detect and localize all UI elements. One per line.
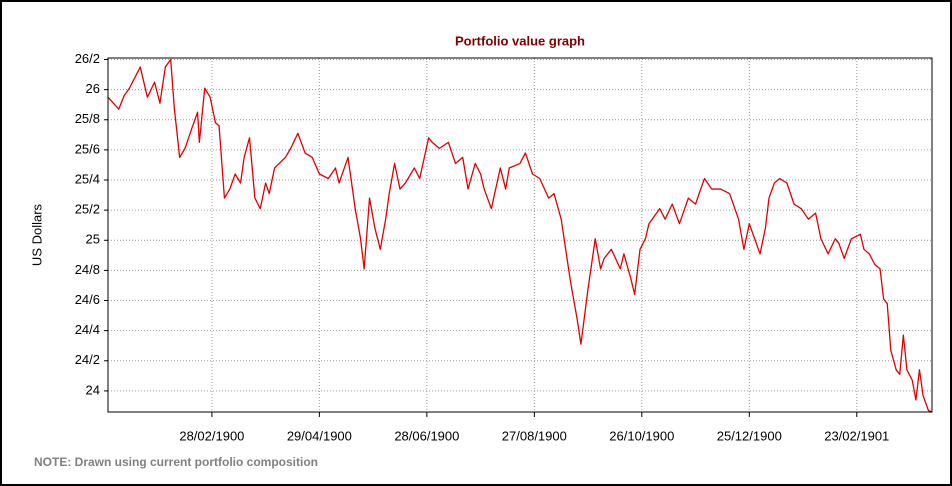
x-tick-label: 28/06/1900 [394, 428, 459, 443]
note: NOTE: Drawn using current portfolio comp… [34, 455, 318, 469]
x-tick-label: 27/08/1900 [502, 428, 567, 443]
x-tick-label: 25/12/1900 [717, 428, 782, 443]
y-tick-label: 24 [86, 382, 100, 397]
chart-title: Portfolio value graph [455, 33, 585, 48]
plot-area [108, 58, 932, 412]
y-tick-label: 24/2 [75, 352, 100, 367]
y-axis-label: US Dollars [29, 203, 44, 266]
y-tick-label: 25/6 [75, 141, 100, 156]
y-tick-label: 26/2 [75, 51, 100, 66]
y-tick-label: 24/8 [75, 262, 100, 277]
data-line [107, 58, 933, 413]
x-tick-label: 28/02/1900 [179, 428, 244, 443]
y-tick-label: 26 [86, 81, 100, 96]
x-tick-label: 26/10/1900 [609, 428, 674, 443]
x-tick-label: 23/02/1901 [824, 428, 889, 443]
y-tick-label: 24/6 [75, 292, 100, 307]
y-tick-label: 25/8 [75, 111, 100, 126]
x-tick-label: 29/04/1900 [287, 428, 352, 443]
y-tick-label: 24/4 [75, 322, 100, 337]
y-tick-label: 25 [86, 232, 100, 247]
plot-border [107, 57, 933, 413]
y-tick-label: 25/2 [75, 202, 100, 217]
y-tick-label: 25/4 [75, 171, 100, 186]
